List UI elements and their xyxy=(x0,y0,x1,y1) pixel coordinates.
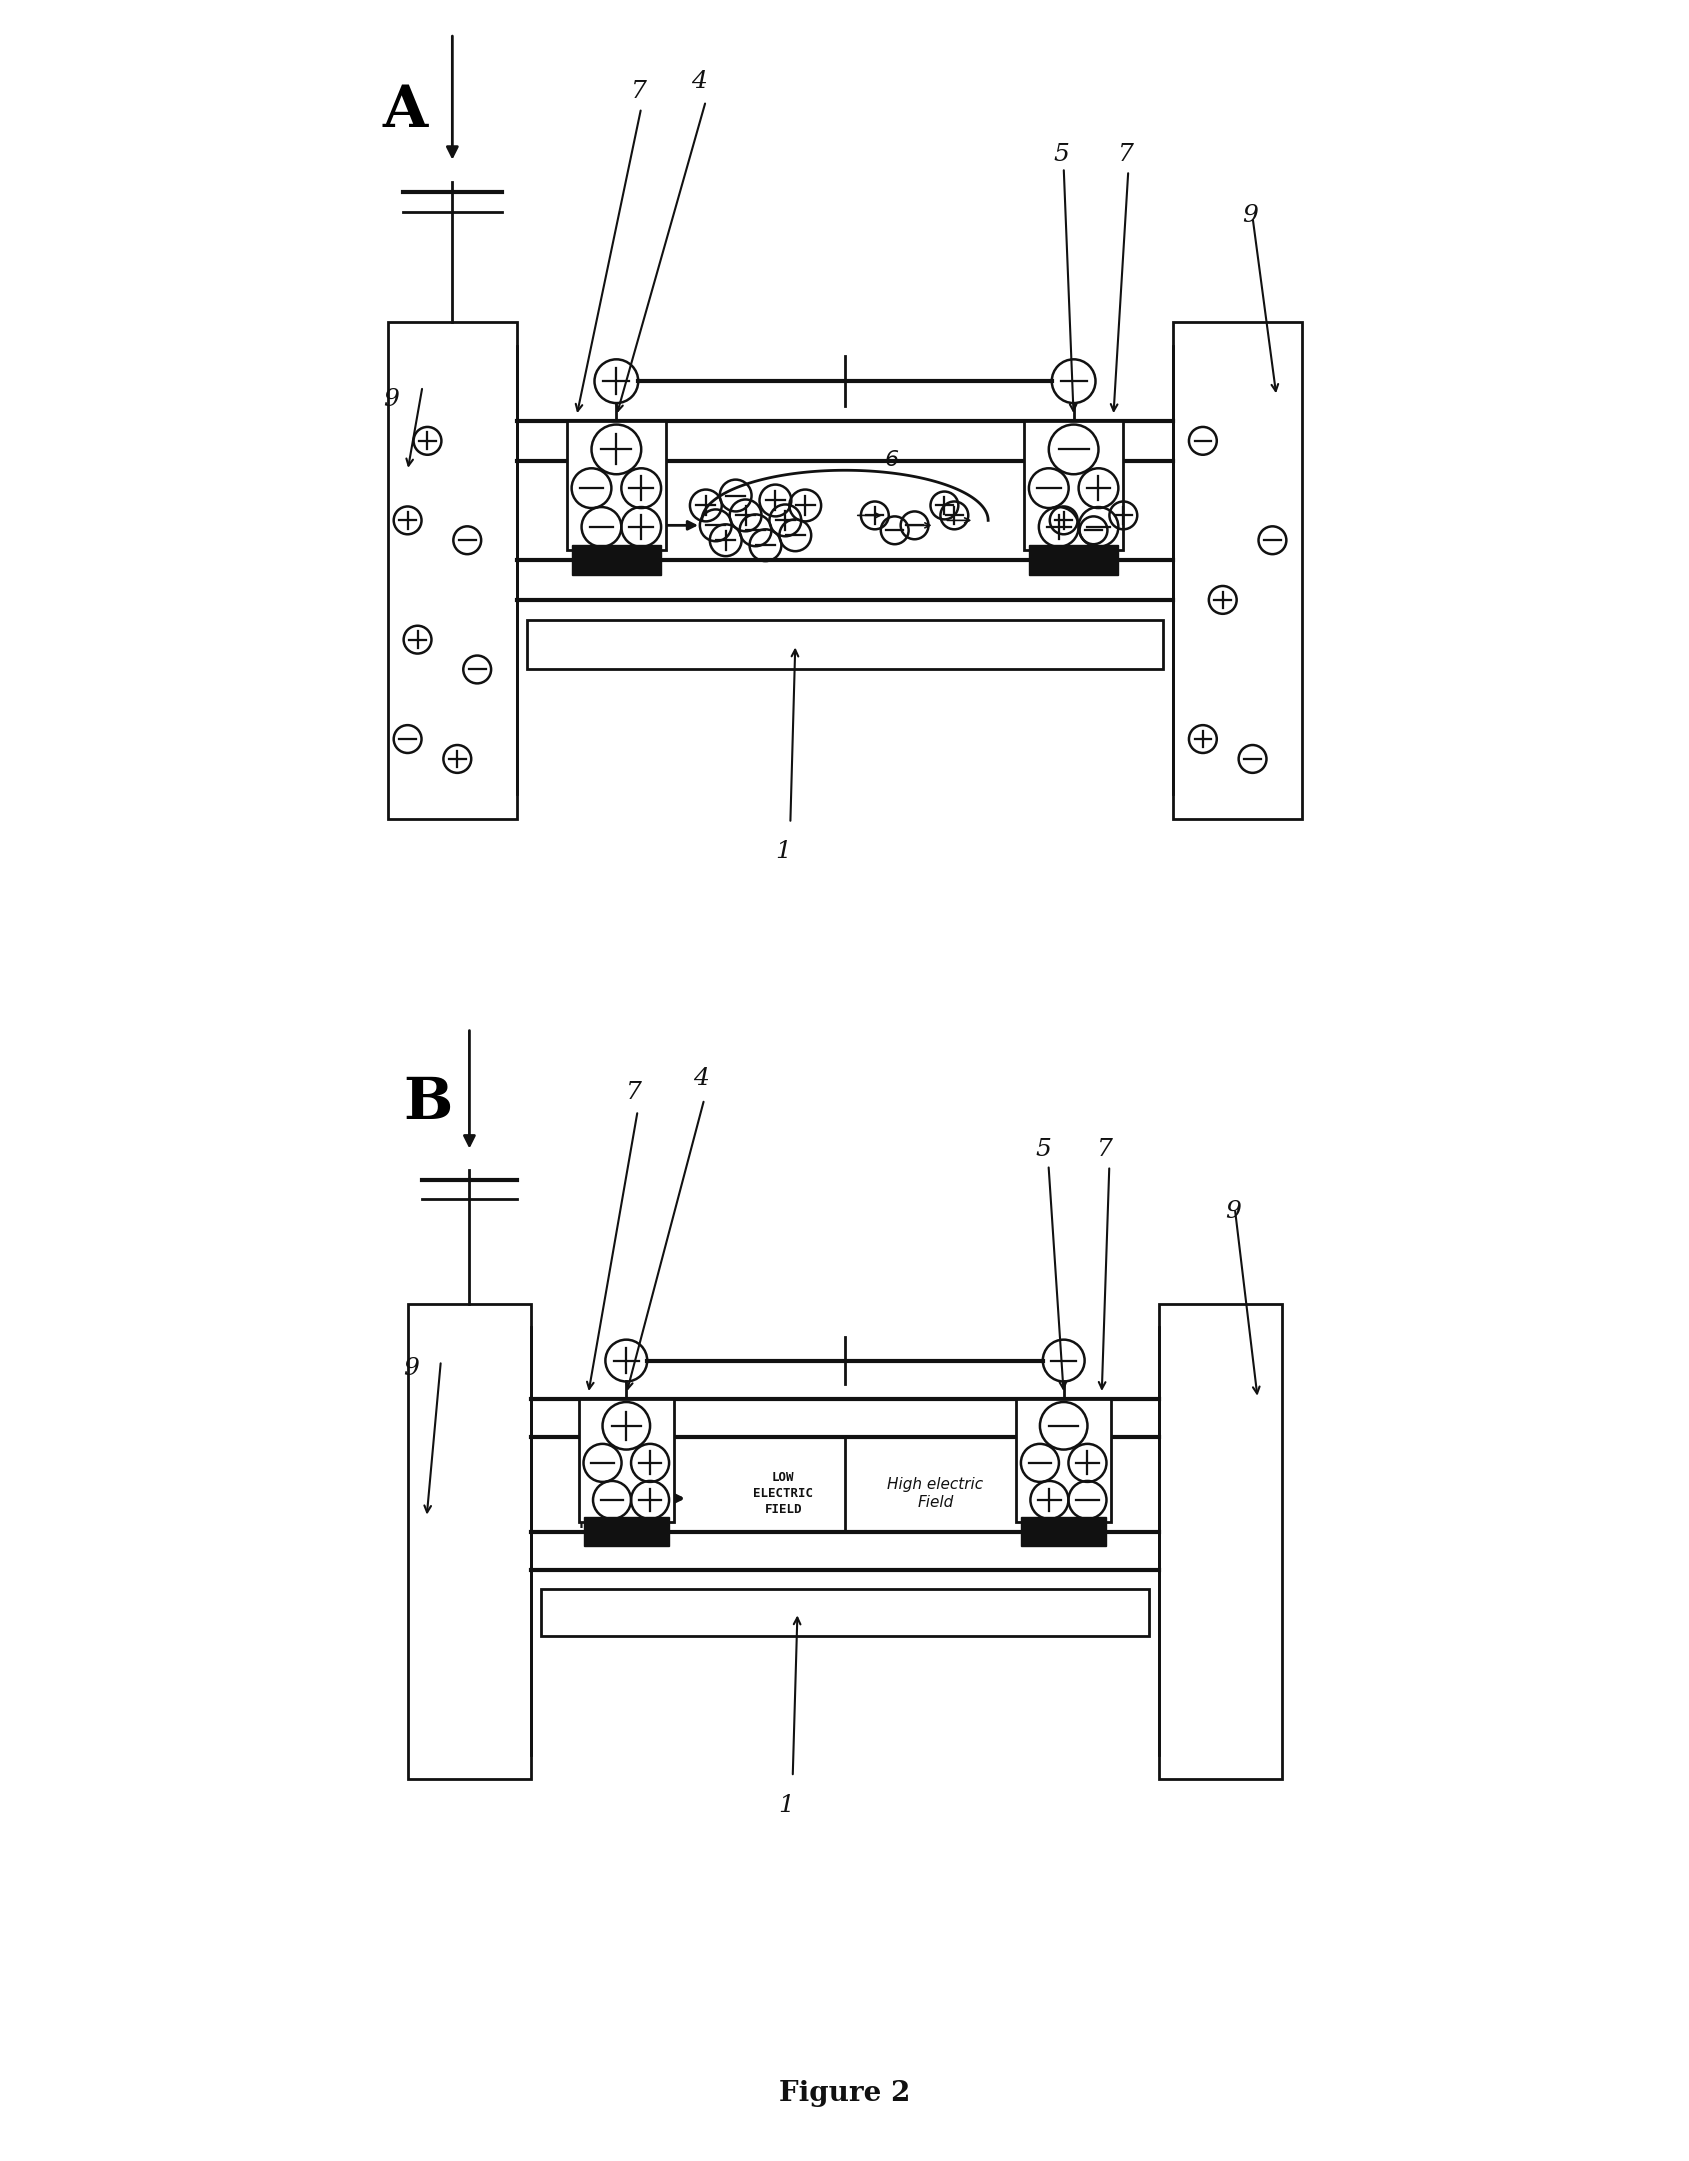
Bar xyxy=(387,322,517,819)
Bar xyxy=(578,1398,674,1521)
Bar xyxy=(527,620,1162,670)
Text: 7: 7 xyxy=(1118,143,1133,166)
Text: 7: 7 xyxy=(627,1080,642,1104)
Bar xyxy=(566,421,665,551)
Bar xyxy=(1020,1517,1106,1545)
Bar xyxy=(407,1303,530,1779)
Text: 9: 9 xyxy=(1225,1199,1240,1223)
Bar xyxy=(1172,322,1302,819)
Bar xyxy=(1159,1303,1282,1779)
Text: 4: 4 xyxy=(692,1068,708,1089)
Text: 7: 7 xyxy=(632,80,647,104)
Text: 1: 1 xyxy=(779,1794,794,1817)
Text: Figure 2: Figure 2 xyxy=(779,2081,910,2107)
Text: 9: 9 xyxy=(1241,203,1258,227)
Text: 7: 7 xyxy=(1096,1139,1111,1160)
Text: 1: 1 xyxy=(775,841,790,864)
Text: 4: 4 xyxy=(691,69,706,93)
Bar xyxy=(540,1588,1149,1636)
Text: FLOW: FLOW xyxy=(591,534,628,549)
Text: 9: 9 xyxy=(382,389,399,411)
Text: B: B xyxy=(402,1076,453,1132)
Bar xyxy=(1024,421,1123,551)
Bar xyxy=(571,545,660,575)
Bar xyxy=(583,1517,669,1545)
Text: A: A xyxy=(382,82,427,138)
Text: LOW
ELECTRIC
FIELD: LOW ELECTRIC FIELD xyxy=(753,1472,812,1517)
Text: High electric
Field: High electric Field xyxy=(887,1476,983,1511)
Text: FLOW: FLOW xyxy=(578,1515,615,1530)
Bar xyxy=(1029,545,1118,575)
Text: 6: 6 xyxy=(885,449,899,469)
Text: 9: 9 xyxy=(402,1357,419,1381)
Bar xyxy=(1015,1398,1111,1521)
Text: 5: 5 xyxy=(1054,143,1069,166)
Text: PRESSURE: PRESSURE xyxy=(481,0,562,4)
Text: 5: 5 xyxy=(1035,1139,1051,1160)
